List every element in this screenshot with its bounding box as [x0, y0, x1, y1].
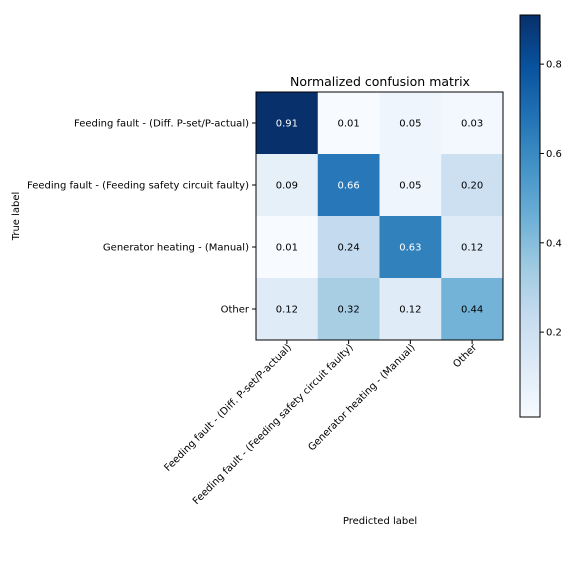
y-tick-label: Other: [221, 305, 250, 316]
cell-value-label: 0.03: [461, 119, 483, 130]
heatmap-cell: [379, 216, 442, 279]
cell-value-label: 0.05: [399, 181, 421, 192]
x-axis-ticks: Feeding fault - (Diff. P-set/P-actual)Fe…: [162, 340, 480, 507]
colorbar-tick-label: 0.8: [546, 60, 562, 71]
heatmap-cell: [256, 92, 319, 155]
heatmap-cell: [317, 154, 380, 217]
heatmap-cell: [317, 92, 380, 155]
colorbar: 0.2 0.4 0.6 0.8: [519, 14, 562, 418]
x-axis-label: Predicted label: [343, 516, 417, 527]
cell-value-label: 0.01: [337, 119, 359, 130]
cell-value-label: 0.24: [337, 243, 359, 254]
colorbar-frame: [519, 14, 541, 418]
cell-value-label: 0.32: [337, 305, 359, 316]
y-axis-ticks: Feeding fault - (Diff. P-set/P-actual) Fe…: [27, 119, 256, 316]
y-axis-label: True label: [11, 192, 22, 242]
cell-value-label: 0.12: [461, 243, 483, 254]
heatmap-cell: [379, 278, 442, 341]
colorbar-tick-label: 0.2: [546, 328, 562, 339]
x-tick-label: Feeding fault - (Diff. P-set/P-actual): [162, 342, 294, 474]
cell-value-label: 0.20: [461, 181, 483, 192]
colorbar-ticks: 0.2 0.4 0.6 0.8: [540, 60, 562, 339]
x-tick-label: Other: [451, 342, 479, 370]
cell-value-label: 0.09: [276, 181, 298, 192]
cell-value-label: 0.63: [399, 243, 421, 254]
colorbar-tick-label: 0.4: [546, 238, 562, 249]
colorbar-tick-label: 0.6: [546, 149, 562, 160]
heatmap-cell: [256, 216, 319, 279]
heatmap-cell: [256, 154, 319, 217]
heatmap-cell: [441, 154, 504, 217]
heatmap-cell: [441, 278, 504, 341]
heatmap-cell: [441, 216, 504, 279]
heatmap-cell: [441, 92, 504, 155]
heatmap-cell: [317, 278, 380, 341]
cell-value-label: 0.44: [461, 305, 483, 316]
cell-value-label: 0.66: [337, 181, 359, 192]
colorbar-gradient: [520, 15, 540, 417]
y-tick-label: Feeding fault - (Diff. P-set/P-actual): [74, 119, 249, 130]
heatmap-cell: [379, 92, 442, 155]
y-tick-label: Generator heating - (Manual): [103, 243, 249, 254]
heatmap-cells: [256, 92, 504, 341]
cell-value-label: 0.12: [276, 305, 298, 316]
heatmap-cell: [256, 278, 319, 341]
heatmap-cell-labels: 0.91 0.01 0.05 0.03 0.09 0.66 0.05 0.20 0.01 0.24…: [276, 119, 484, 316]
heatmap-cell: [379, 154, 442, 217]
plot-frame: [255, 91, 504, 341]
y-tick-label: Feeding fault - (Feeding safety circuit …: [27, 181, 249, 192]
cell-value-label: 0.12: [399, 305, 421, 316]
heatmap-cell: [317, 216, 380, 279]
chart-title: Normalized confusion matrix: [290, 74, 470, 89]
x-tick-label: Generator heating - (Manual): [306, 342, 417, 453]
cell-value-label: 0.01: [276, 243, 298, 254]
cell-value-label: 0.91: [276, 119, 298, 130]
cell-value-label: 0.05: [399, 119, 421, 130]
